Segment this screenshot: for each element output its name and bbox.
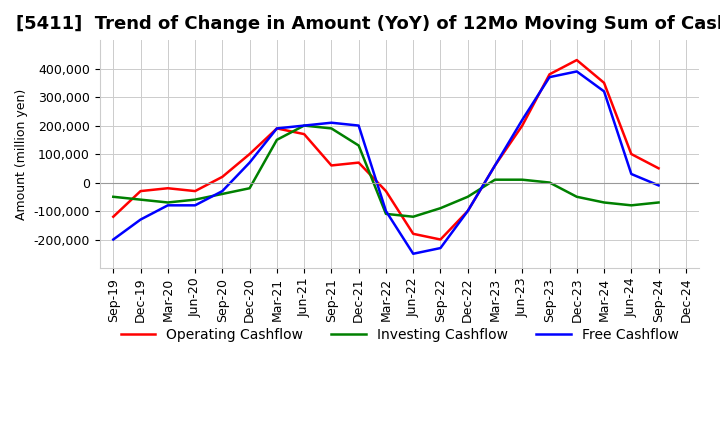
Operating Cashflow — [545, 72, 554, 77]
Free Cashflow — [354, 123, 363, 128]
Operating Cashflow — [354, 160, 363, 165]
Free Cashflow — [109, 237, 117, 242]
Line: Free Cashflow: Free Cashflow — [113, 71, 659, 254]
Operating Cashflow — [600, 80, 608, 85]
Investing Cashflow — [136, 197, 145, 202]
Investing Cashflow — [218, 191, 227, 197]
Free Cashflow — [136, 217, 145, 222]
Free Cashflow — [600, 89, 608, 94]
Free Cashflow — [436, 246, 445, 251]
Operating Cashflow — [436, 237, 445, 242]
Investing Cashflow — [382, 211, 390, 216]
Investing Cashflow — [518, 177, 526, 182]
Operating Cashflow — [382, 188, 390, 194]
Investing Cashflow — [354, 143, 363, 148]
Operating Cashflow — [490, 163, 499, 168]
Free Cashflow — [382, 209, 390, 214]
Free Cashflow — [163, 203, 172, 208]
Investing Cashflow — [191, 197, 199, 202]
Free Cashflow — [327, 120, 336, 125]
Investing Cashflow — [109, 194, 117, 199]
Operating Cashflow — [518, 123, 526, 128]
Investing Cashflow — [654, 200, 663, 205]
Line: Operating Cashflow: Operating Cashflow — [113, 60, 659, 239]
Free Cashflow — [218, 188, 227, 194]
Investing Cashflow — [436, 205, 445, 211]
Investing Cashflow — [600, 200, 608, 205]
Operating Cashflow — [409, 231, 418, 236]
Operating Cashflow — [163, 186, 172, 191]
Operating Cashflow — [246, 151, 254, 157]
Investing Cashflow — [490, 177, 499, 182]
Free Cashflow — [300, 123, 308, 128]
Operating Cashflow — [218, 174, 227, 180]
Operating Cashflow — [654, 165, 663, 171]
Free Cashflow — [464, 209, 472, 214]
Free Cashflow — [409, 251, 418, 257]
Operating Cashflow — [627, 151, 636, 157]
Free Cashflow — [490, 163, 499, 168]
Investing Cashflow — [246, 186, 254, 191]
Free Cashflow — [627, 171, 636, 176]
Free Cashflow — [273, 126, 282, 131]
Investing Cashflow — [545, 180, 554, 185]
Investing Cashflow — [409, 214, 418, 220]
Investing Cashflow — [627, 203, 636, 208]
Line: Investing Cashflow: Investing Cashflow — [113, 125, 659, 217]
Free Cashflow — [654, 183, 663, 188]
Free Cashflow — [572, 69, 581, 74]
Investing Cashflow — [572, 194, 581, 199]
Investing Cashflow — [464, 194, 472, 199]
Free Cashflow — [545, 74, 554, 80]
Operating Cashflow — [464, 209, 472, 214]
Operating Cashflow — [136, 188, 145, 194]
Operating Cashflow — [327, 163, 336, 168]
Operating Cashflow — [191, 188, 199, 194]
Legend: Operating Cashflow, Investing Cashflow, Free Cashflow: Operating Cashflow, Investing Cashflow, … — [115, 323, 684, 348]
Operating Cashflow — [109, 214, 117, 220]
Operating Cashflow — [273, 126, 282, 131]
Investing Cashflow — [163, 200, 172, 205]
Investing Cashflow — [327, 126, 336, 131]
Y-axis label: Amount (million yen): Amount (million yen) — [15, 88, 28, 220]
Investing Cashflow — [273, 137, 282, 143]
Operating Cashflow — [572, 57, 581, 62]
Title: [5411]  Trend of Change in Amount (YoY) of 12Mo Moving Sum of Cashflows: [5411] Trend of Change in Amount (YoY) o… — [16, 15, 720, 33]
Free Cashflow — [246, 160, 254, 165]
Free Cashflow — [518, 117, 526, 122]
Free Cashflow — [191, 203, 199, 208]
Operating Cashflow — [300, 132, 308, 137]
Investing Cashflow — [300, 123, 308, 128]
